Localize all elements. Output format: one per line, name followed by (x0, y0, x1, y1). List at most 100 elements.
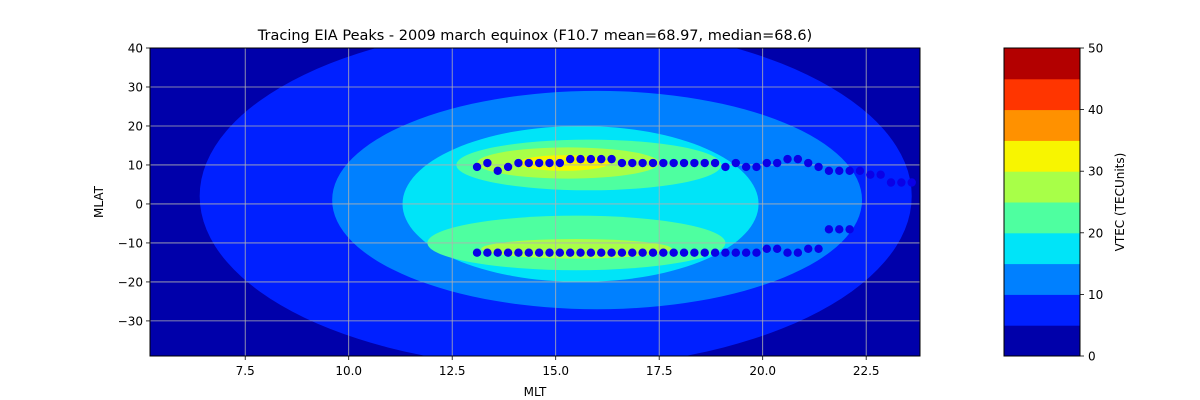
colorbar-band (1004, 232, 1080, 265)
y-axis: −30 −20 −10 0 10 20 30 40 (118, 42, 150, 328)
north-crest-point (576, 154, 585, 164)
south-crest-point (762, 244, 772, 253)
north-crest-point (607, 154, 616, 164)
colorbar-label: VTEC (TECUnits) (1113, 153, 1127, 252)
north-crest-point (503, 162, 513, 172)
south-crest-point (824, 225, 834, 234)
colorbar-band (1004, 294, 1080, 326)
south-crest-point (659, 248, 668, 257)
colorbar-tick-label: 10 (1088, 288, 1103, 302)
x-tick-label: 10.0 (335, 364, 362, 378)
south-crest-point (617, 248, 627, 257)
y-tick-label: 10 (128, 158, 143, 172)
south-crest-point (586, 248, 596, 257)
colorbar: 0 10 20 30 40 50 VTEC (TECUnits) (1003, 42, 1127, 364)
north-crest-point (586, 154, 596, 164)
north-crest-point (793, 154, 803, 164)
south-crest-point (845, 225, 854, 234)
south-crest-point (690, 248, 699, 257)
north-crest-point (628, 158, 637, 168)
south-crest-point (493, 248, 502, 257)
north-crest-point (690, 158, 699, 168)
south-crest-point (783, 248, 792, 257)
north-crest-point (762, 158, 772, 168)
south-crest-point (597, 248, 606, 257)
x-tick-label: 22.5 (853, 364, 880, 378)
north-crest-point (804, 158, 813, 168)
south-crest-point (700, 248, 709, 257)
y-tick-label: −30 (118, 314, 143, 328)
north-crest-point (876, 170, 885, 179)
north-crest-point (597, 154, 606, 164)
south-crest-point (514, 248, 523, 257)
x-tick-label: 20.0 (749, 364, 776, 378)
north-crest-point (617, 158, 627, 168)
south-crest-point (503, 248, 513, 257)
south-crest-point (472, 248, 482, 257)
y-tick-label: 40 (128, 42, 143, 56)
north-crest-point (545, 158, 554, 168)
contour-fill (150, 48, 920, 356)
colorbar-tick-label: 40 (1088, 103, 1103, 117)
south-crest-point (607, 248, 616, 257)
north-crest-point (866, 170, 875, 179)
y-axis-label: MLAT (92, 185, 106, 218)
south-crest-point (752, 248, 761, 257)
south-crest-point (835, 225, 844, 234)
colorbar-band (1004, 263, 1080, 295)
north-crest-point (483, 158, 492, 168)
south-crest-point (741, 248, 751, 257)
north-crest-point (700, 158, 709, 168)
colorbar-frame (1003, 47, 1081, 357)
south-crest-point (565, 248, 575, 257)
north-crest-point (721, 162, 730, 172)
south-crest-point (731, 248, 740, 257)
south-crest-point (576, 248, 585, 257)
south-crest-point (524, 248, 533, 257)
south-crest-point (534, 248, 544, 257)
colorbar-band (1004, 48, 1080, 80)
y-tick-label: −20 (118, 275, 143, 289)
x-tick-label: 15.0 (542, 364, 569, 378)
south-crest-point (638, 248, 647, 257)
south-crest-point (648, 248, 658, 257)
north-crest-point (824, 166, 834, 176)
south-crest-point (814, 244, 823, 253)
north-crest-point (731, 158, 740, 168)
x-tick-label: 12.5 (439, 364, 466, 378)
eia-peak-scatter (472, 154, 916, 257)
north-crest-point (524, 158, 533, 168)
south-crest-point (772, 244, 782, 253)
colorbar-band (1004, 325, 1080, 357)
y-tick-label: 20 (128, 119, 143, 133)
south-crest-point (628, 248, 637, 257)
north-crest-point (897, 178, 906, 187)
south-crest-point (710, 248, 720, 257)
colorbar-band (1004, 140, 1080, 172)
south-crest-point (545, 248, 554, 257)
north-crest-point (669, 158, 678, 168)
north-crest-point (741, 162, 751, 172)
north-crest-point (710, 158, 720, 168)
colorbar-band (1004, 109, 1080, 141)
north-crest-point (886, 178, 896, 187)
south-crest-point (669, 248, 678, 257)
y-tick-label: 0 (135, 197, 143, 211)
north-crest-point (814, 162, 823, 172)
colorbar-tick-label: 0 (1088, 350, 1096, 364)
north-crest-point (514, 158, 523, 168)
x-axis-label: MLT (524, 385, 547, 399)
north-crest-point (472, 162, 482, 172)
x-tick-label: 17.5 (646, 364, 673, 378)
south-crest-point (721, 248, 730, 257)
x-axis: 7.5 10.0 12.5 15.0 17.5 20.0 22.5 (236, 356, 880, 378)
north-crest-point (772, 158, 782, 168)
south-crest-point (793, 248, 803, 257)
colorbar-band (1004, 202, 1080, 234)
chart-title: Tracing EIA Peaks - 2009 march equinox (… (257, 28, 812, 44)
colorbar-band (1004, 78, 1080, 111)
north-crest-point (845, 166, 854, 176)
north-crest-point (638, 158, 647, 168)
north-crest-point (752, 162, 761, 172)
